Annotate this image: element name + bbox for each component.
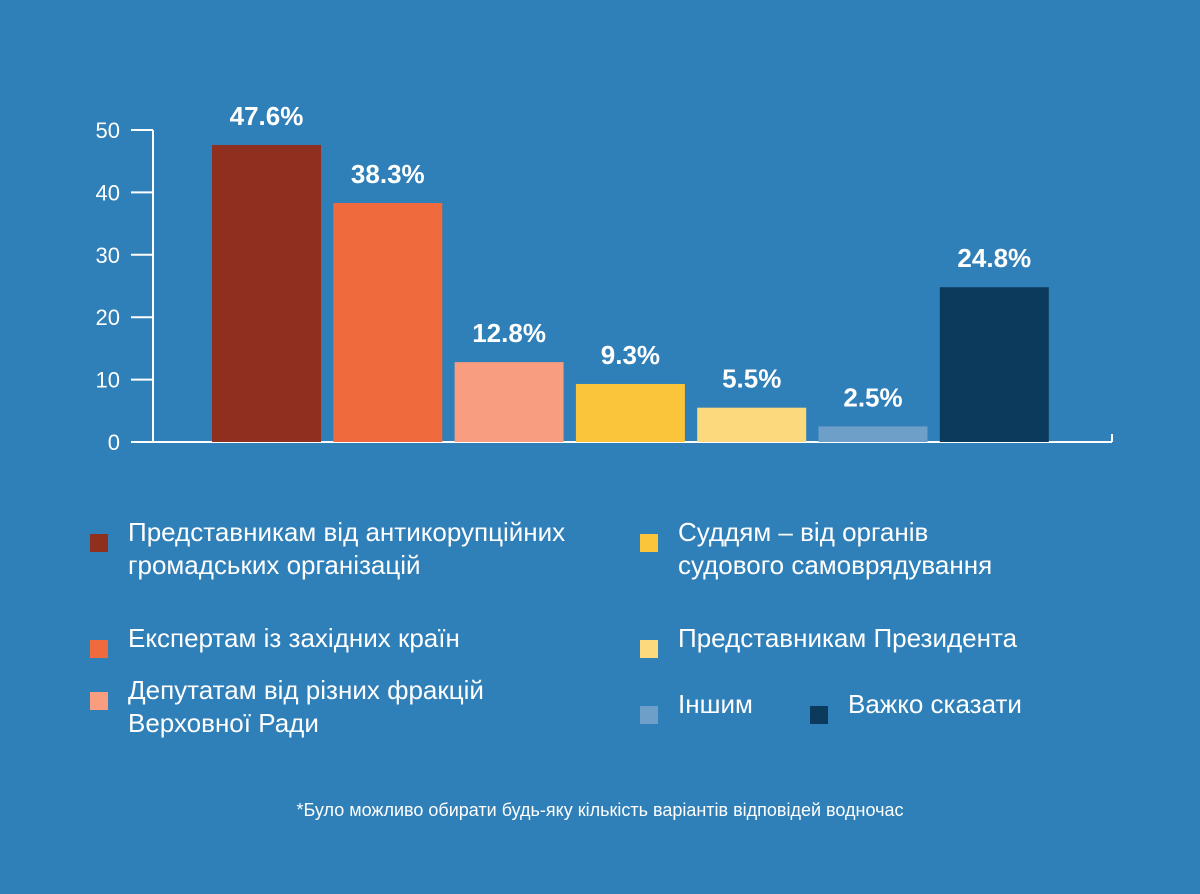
legend-item-deputies: Депутатам від різних фракцій Верховної Р… xyxy=(90,674,484,740)
data-label: 9.3% xyxy=(601,340,660,370)
legend-label-line: Депутатам від різних фракцій xyxy=(128,675,484,705)
legend-swatch xyxy=(90,534,108,552)
legend-label: Суддям – від органів судового самоврядув… xyxy=(678,516,992,582)
bar xyxy=(333,203,443,442)
data-label: 12.8% xyxy=(472,318,546,348)
legend-swatch xyxy=(810,706,828,724)
legend-label: Депутатам від різних фракцій Верховної Р… xyxy=(128,674,484,740)
bars xyxy=(212,144,1049,442)
bar xyxy=(454,362,564,442)
legend-item-anticorruption-ngo: Представникам від антикорупційних громад… xyxy=(90,516,565,582)
y-tick-label: 40 xyxy=(96,180,120,205)
legend-swatch xyxy=(90,692,108,710)
y-tick-label: 20 xyxy=(96,305,120,330)
legend-swatch xyxy=(640,534,658,552)
bar xyxy=(697,407,807,442)
legend-label: Експертам із західних країн xyxy=(128,622,460,655)
legend-swatch xyxy=(640,640,658,658)
legend-label-line: Іншим xyxy=(678,689,753,719)
legend-item-western-experts: Експертам із західних країн xyxy=(90,622,460,658)
legend-label-line: Експертам із західних країн xyxy=(128,623,460,653)
bar xyxy=(212,144,321,442)
data-label: 5.5% xyxy=(722,364,781,394)
y-tick-label: 10 xyxy=(96,368,120,393)
legend-item-others: Іншим xyxy=(640,688,753,724)
legend-label-line: громадських організацій xyxy=(128,550,421,580)
legend-label-line: Верховної Ради xyxy=(128,708,319,738)
legend-label-line: Представникам від антикорупційних xyxy=(128,517,566,547)
data-labels: 47.6% 38.3% 12.8% 9.3% 5.5% 2.5% 24.8% xyxy=(230,101,1032,412)
legend-item-judges: Суддям – від органів судового самоврядув… xyxy=(640,516,992,582)
legend-label: Іншим xyxy=(678,688,753,721)
legend-label: Представникам Президента xyxy=(678,622,1017,655)
data-label: 47.6% xyxy=(230,101,304,131)
y-tick-label: 30 xyxy=(96,243,120,268)
legend-label-line: Важко сказати xyxy=(848,689,1022,719)
legend-label: Важко сказати xyxy=(848,688,1022,721)
data-label: 2.5% xyxy=(843,382,902,412)
legend-item-president-reps: Представникам Президента xyxy=(640,622,1017,658)
legend-swatch xyxy=(90,640,108,658)
bar xyxy=(818,426,928,442)
bar xyxy=(575,383,685,442)
y-tick-label: 50 xyxy=(96,118,120,143)
legend-item-hard-to-say: Важко сказати xyxy=(810,688,1022,724)
y-axis: 0 10 20 30 40 50 xyxy=(96,118,154,455)
bar xyxy=(939,287,1049,442)
legend-label: Представникам від антикорупційних громад… xyxy=(128,516,565,582)
legend-label-line: судового самоврядування xyxy=(678,550,993,580)
data-label: 38.3% xyxy=(351,159,425,189)
legend-label-line: Суддям – від органів xyxy=(678,517,929,547)
legend-swatch xyxy=(640,706,658,724)
data-label: 24.8% xyxy=(957,243,1031,273)
y-tick-label: 0 xyxy=(108,430,120,455)
legend-label-line: Представникам Президента xyxy=(678,623,1018,653)
footnote: *Було можливо обирати будь-яку кількість… xyxy=(296,800,904,820)
